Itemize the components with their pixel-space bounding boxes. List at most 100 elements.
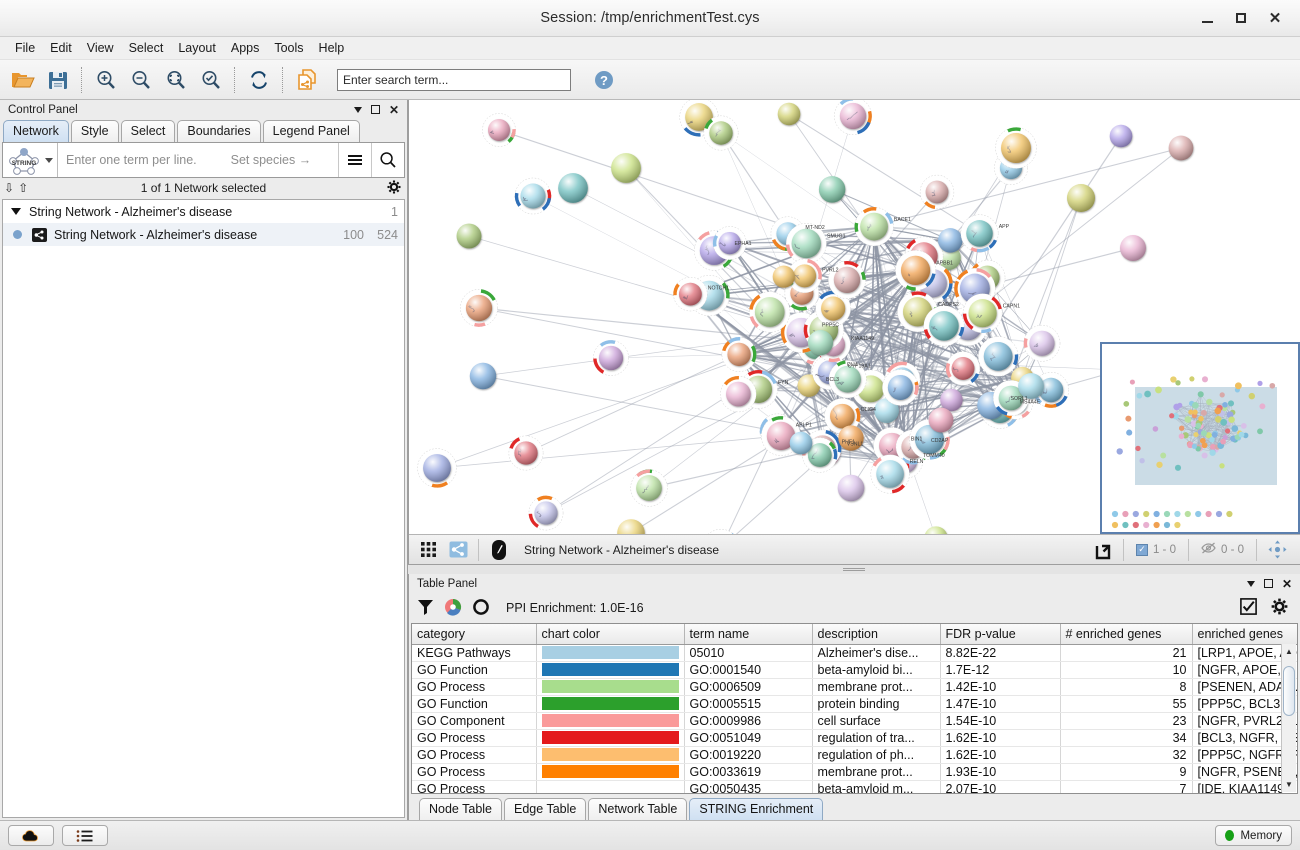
- save-session-button[interactable]: [41, 64, 74, 96]
- network-node[interactable]: [703, 115, 739, 151]
- column-header-term-name[interactable]: term name: [684, 623, 813, 645]
- network-node[interactable]: [1109, 124, 1133, 148]
- network-node[interactable]: [1168, 135, 1194, 161]
- expand-all-icon[interactable]: ⇧: [18, 181, 29, 195]
- tab-node-table[interactable]: Node Table: [419, 798, 503, 821]
- network-node[interactable]: [978, 336, 1019, 377]
- network-node[interactable]: [1023, 324, 1061, 362]
- table-vertical-scrollbar[interactable]: ▲ ▼: [1281, 643, 1296, 793]
- network-node[interactable]: [469, 362, 497, 390]
- table-row[interactable]: GO Process GO:0019220 regulation of ph... 1…: [412, 746, 1297, 764]
- network-settings-button[interactable]: [387, 180, 401, 197]
- network-node[interactable]: [712, 226, 747, 260]
- network-node[interactable]: [923, 305, 965, 347]
- set-species-link[interactable]: Set species →: [230, 153, 312, 167]
- network-item-row[interactable]: String Network - Alzheimer's disease 100…: [3, 223, 404, 246]
- network-overview-panel[interactable]: [1100, 342, 1300, 534]
- select-all-button[interactable]: [1240, 598, 1257, 618]
- menu-layout[interactable]: Layout: [178, 41, 216, 55]
- network-node[interactable]: [854, 206, 894, 247]
- share-network-button[interactable]: [443, 537, 473, 563]
- donut-chart-button[interactable]: [472, 598, 490, 619]
- close-button[interactable]: ✕: [1258, 3, 1292, 33]
- network-node[interactable]: [772, 265, 795, 288]
- menu-file[interactable]: File: [15, 41, 36, 55]
- network-node[interactable]: [960, 214, 999, 253]
- refresh-layout-button[interactable]: [242, 64, 275, 96]
- network-node[interactable]: [673, 276, 708, 312]
- network-node[interactable]: [928, 407, 954, 433]
- enrichment-table[interactable]: category chart color term name descripti…: [411, 622, 1298, 795]
- scroll-down-icon[interactable]: ▼: [1285, 780, 1293, 790]
- hidden-nodes-chip[interactable]: 0 - 0: [1194, 542, 1251, 557]
- network-node[interactable]: [630, 469, 668, 507]
- table-row[interactable]: GO Process GO:0050435 beta-amyloid m... 2.0…: [412, 780, 1297, 794]
- chart-color-button[interactable]: [444, 598, 462, 619]
- network-node[interactable]: [1018, 373, 1044, 399]
- search-input[interactable]: Enter search term...: [337, 68, 571, 91]
- menu-edit[interactable]: Edit: [50, 41, 72, 55]
- filter-button[interactable]: [417, 598, 434, 619]
- network-node[interactable]: [807, 330, 834, 356]
- network-node[interactable]: [514, 177, 552, 215]
- network-node[interactable]: [508, 435, 544, 471]
- export-image-button[interactable]: [1088, 537, 1118, 563]
- minimize-button[interactable]: [1190, 3, 1224, 33]
- menu-tools[interactable]: Tools: [274, 41, 304, 55]
- tab-string-enrichment[interactable]: STRING Enrichment: [689, 798, 824, 821]
- network-node[interactable]: [749, 291, 791, 333]
- tab-style[interactable]: Style: [70, 120, 119, 142]
- network-node[interactable]: [1067, 184, 1095, 212]
- menu-select[interactable]: Select: [128, 41, 164, 55]
- chevron-down-icon[interactable]: [1246, 580, 1255, 587]
- column-header-category[interactable]: category: [412, 623, 537, 645]
- network-node[interactable]: [456, 223, 482, 249]
- close-panel-icon[interactable]: ✕: [388, 102, 399, 117]
- float-panel-icon[interactable]: [370, 105, 380, 114]
- network-node[interactable]: [834, 100, 872, 135]
- network-node[interactable]: [882, 369, 919, 406]
- network-graph[interactable]: MT-ND2 VSNL1 FYN MS4A4E SMUG1 TOMM40 PVRL2 PHF1…: [409, 100, 1299, 534]
- zoom-out-button[interactable]: [124, 64, 157, 96]
- column-header-chart-color[interactable]: chart color: [536, 623, 685, 645]
- table-row[interactable]: GO Function GO:0005515 protein binding 1.47…: [412, 695, 1297, 713]
- network-node[interactable]: [702, 528, 740, 534]
- zoom-in-button[interactable]: [89, 64, 122, 96]
- menu-view[interactable]: View: [86, 41, 114, 55]
- menu-apps[interactable]: Apps: [230, 41, 260, 55]
- grid-layout-button[interactable]: [413, 537, 443, 563]
- table-row[interactable]: GO Process GO:0006509 membrane prot... 1.42…: [412, 678, 1297, 696]
- network-node[interactable]: [919, 174, 955, 210]
- network-node[interactable]: [558, 173, 588, 203]
- network-node[interactable]: [460, 289, 498, 327]
- network-node[interactable]: [828, 260, 866, 299]
- network-node[interactable]: [528, 495, 564, 531]
- scrollbar-thumb[interactable]: [1283, 665, 1295, 716]
- network-node[interactable]: [611, 153, 641, 183]
- network-canvas[interactable]: MT-ND2 VSNL1 FYN MS4A4E SMUG1 TOMM40 PVRL2 PHF1…: [409, 100, 1300, 534]
- table-row[interactable]: KEGG Pathways 05010 Alzheimer's dise... 8.8…: [412, 644, 1297, 662]
- table-row[interactable]: GO Process GO:0033619 membrane prot... 1.93…: [412, 763, 1297, 781]
- string-dropdown-icon[interactable]: [45, 157, 53, 163]
- tasks-button[interactable]: [62, 825, 108, 846]
- column-header-enriched-genes[interactable]: enriched genes: [1192, 623, 1297, 645]
- memory-button[interactable]: Memory: [1215, 825, 1292, 846]
- network-node[interactable]: [837, 474, 865, 502]
- zoom-fit-selected-button[interactable]: [194, 64, 227, 96]
- collapse-all-icon[interactable]: ⇩: [4, 181, 15, 195]
- network-node[interactable]: [895, 250, 936, 291]
- string-term-input[interactable]: Enter one term per line. Set species →: [57, 143, 338, 177]
- network-node[interactable]: [824, 398, 861, 435]
- tab-network[interactable]: Network: [3, 120, 69, 142]
- zoom-fit-network-button[interactable]: [159, 64, 192, 96]
- tab-network-table[interactable]: Network Table: [588, 798, 688, 821]
- column-header-fdr-pvalue[interactable]: FDR p-value: [940, 623, 1061, 645]
- menu-help[interactable]: Help: [318, 41, 345, 55]
- enrichment-table-body[interactable]: category chart color term name descripti…: [412, 623, 1297, 794]
- column-header-enriched-count[interactable]: # enriched genes: [1060, 623, 1193, 645]
- network-node[interactable]: [924, 526, 947, 534]
- annotation-button[interactable]: [484, 537, 514, 563]
- network-node[interactable]: [787, 258, 822, 294]
- string-search-button[interactable]: [371, 143, 404, 177]
- network-node[interactable]: [482, 113, 516, 147]
